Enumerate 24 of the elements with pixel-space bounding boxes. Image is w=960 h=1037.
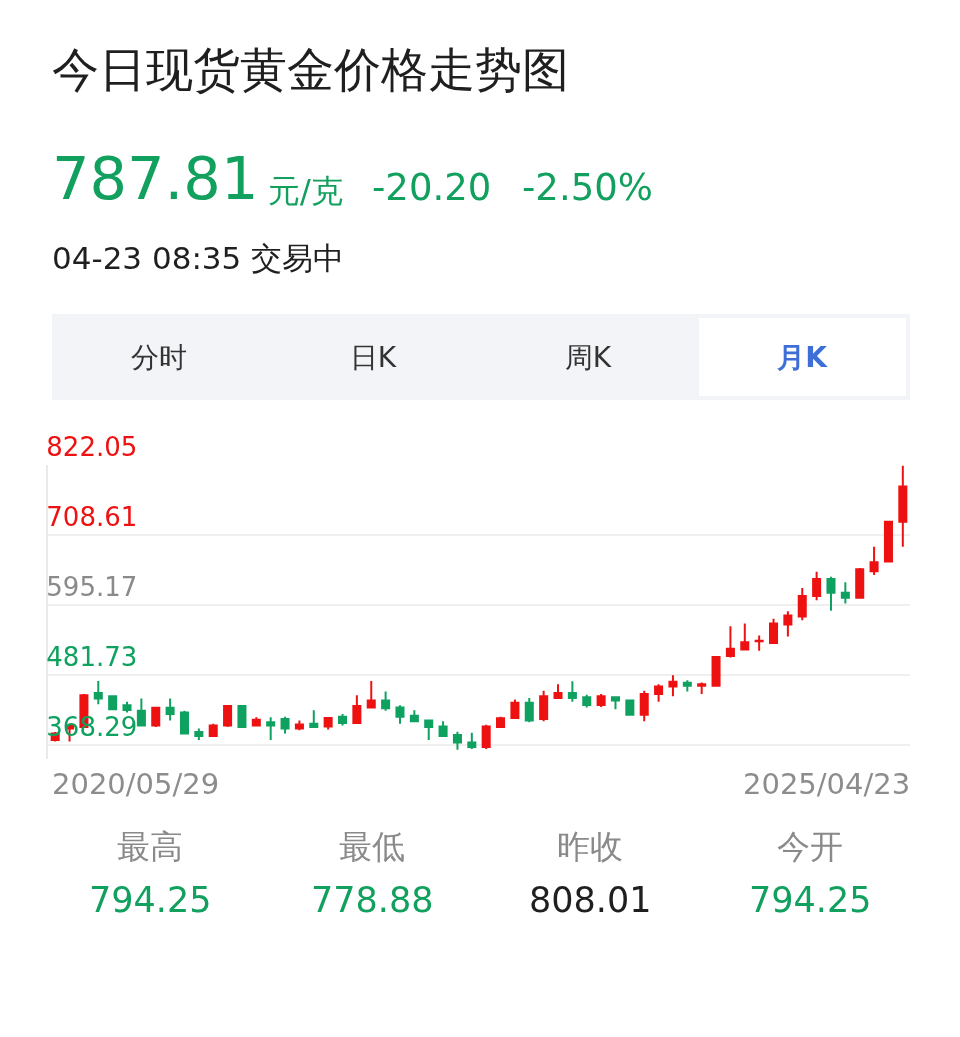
y-tick-label: 708.61 [46, 502, 138, 533]
text: -2.50% [522, 166, 653, 209]
text: 昨收 [557, 827, 623, 866]
text: 808.01 [529, 880, 652, 920]
y-tick-label: 595.17 [46, 572, 138, 603]
text: 794.25 [89, 880, 212, 920]
text: 794.25 [749, 880, 872, 920]
text: -20.20 [372, 166, 492, 209]
text: 最低 [339, 827, 405, 866]
y-tick-label: 481.73 [46, 641, 138, 672]
text: 2020/05/29 [52, 767, 220, 801]
text: 分时 [131, 340, 188, 374]
text: 2025/04/23 [743, 767, 911, 801]
chart-title: 今日现货黄金价格走势图 [52, 42, 569, 98]
text: 日K [349, 340, 397, 374]
text: 787.81 [52, 144, 259, 213]
text: 最高 [117, 827, 183, 866]
text: 月K [776, 340, 829, 374]
text: 元/克 [268, 172, 343, 210]
y-tick-label: 822.05 [46, 432, 138, 463]
text: 今开 [777, 827, 843, 866]
text: 778.88 [311, 880, 434, 920]
text: 04-23 08:35 交易中 [52, 240, 345, 276]
text: 周K [564, 340, 612, 374]
